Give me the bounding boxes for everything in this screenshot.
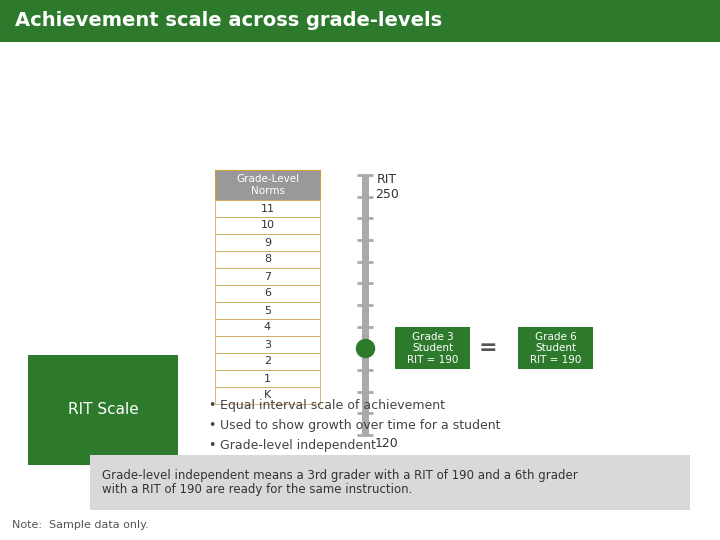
Text: Achievement scale across grade-levels: Achievement scale across grade-levels [15, 11, 442, 30]
Text: •: • [208, 418, 215, 431]
Text: RIT Scale: RIT Scale [68, 402, 138, 417]
Bar [28, 355, 178, 465]
Text: RIT
250: RIT 250 [375, 173, 399, 201]
Text: 10: 10 [261, 220, 274, 231]
Text: 2: 2 [264, 356, 271, 367]
Bar [215, 370, 320, 387]
Text: 6: 6 [264, 288, 271, 299]
Text: 1: 1 [264, 374, 271, 383]
Text: Grade-level independent means a 3rd grader with a RIT of 190 and a 6th grader
wi: Grade-level independent means a 3rd grad… [102, 469, 577, 496]
Text: •: • [208, 438, 215, 451]
Bar [215, 302, 320, 319]
Text: •: • [208, 399, 215, 411]
Bar [361, 175, 369, 435]
Bar [215, 200, 320, 217]
Bar [215, 319, 320, 336]
Text: Note:  Sample data only.: Note: Sample data only. [12, 520, 149, 530]
Bar [215, 285, 320, 302]
Bar [215, 170, 320, 200]
Bar [215, 353, 320, 370]
Bar [215, 336, 320, 353]
Text: K: K [264, 390, 271, 401]
Text: Used to show growth over time for a student: Used to show growth over time for a stud… [220, 418, 500, 431]
Bar [395, 327, 470, 369]
Bar [0, 0, 720, 42]
Text: 3: 3 [264, 340, 271, 349]
Text: Grade 3
Student
RIT = 190: Grade 3 Student RIT = 190 [407, 332, 458, 365]
Text: Equal interval scale of achievement: Equal interval scale of achievement [220, 399, 445, 411]
Text: Grade-level independent: Grade-level independent [220, 438, 376, 451]
Text: 8: 8 [264, 254, 271, 265]
Bar [215, 251, 320, 268]
Text: 4: 4 [264, 322, 271, 333]
Text: 5: 5 [264, 306, 271, 315]
Text: 11: 11 [261, 204, 274, 213]
Text: 7: 7 [264, 272, 271, 281]
Bar [215, 387, 320, 404]
Text: Grade 6
Student
RIT = 190: Grade 6 Student RIT = 190 [530, 332, 581, 365]
Text: 9: 9 [264, 238, 271, 247]
Bar [90, 455, 690, 510]
Text: 120: 120 [375, 437, 399, 450]
Bar [215, 217, 320, 234]
Bar [518, 327, 593, 369]
Bar [215, 234, 320, 251]
Bar [215, 268, 320, 285]
Text: =: = [479, 339, 498, 359]
Text: Grade-Level
Norms: Grade-Level Norms [236, 174, 299, 196]
